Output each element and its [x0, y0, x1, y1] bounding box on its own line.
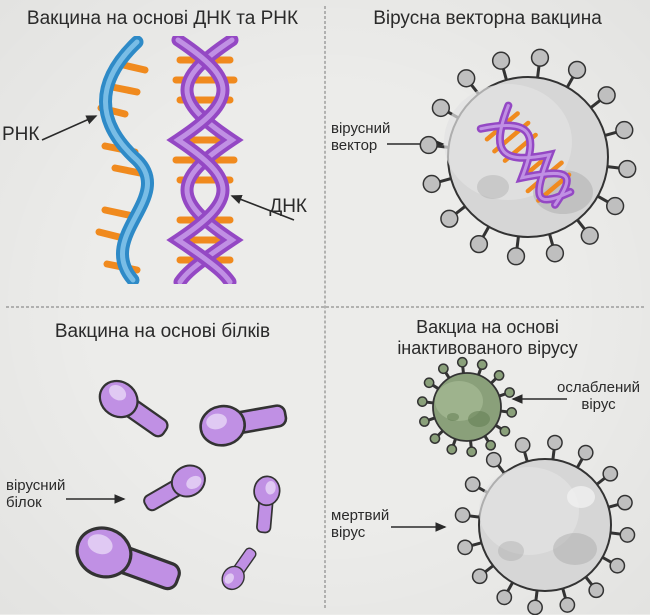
panel-protein: Вакцина на основі білків вірусний білок	[0, 307, 325, 614]
label-dead-virus: мертвий вірус	[331, 507, 389, 542]
panel-inactivated: Вакциа на основі інактивованого вірусу о…	[325, 307, 650, 614]
panel-title: Вакцина на основі ДНК та РНК	[10, 8, 315, 30]
label-viral-vector: вірусний вектор	[331, 120, 390, 155]
panel-title: Вірусна векторна вакцина	[335, 8, 640, 30]
panel-viral-vector: Вірусна векторна вакцина вірусний вектор	[325, 0, 650, 307]
panel-dna-rna: Вакцина на основі ДНК та РНК РНК ДНК	[0, 0, 325, 307]
vaccine-types-grid: Вакцина на основі ДНК та РНК РНК ДНК	[0, 0, 650, 614]
dna-helix	[150, 36, 260, 284]
dead-virus	[441, 425, 641, 615]
protein-shapes	[70, 367, 320, 607]
panel-title: Вакцина на основі білків	[10, 321, 315, 343]
virus-vector-illustration	[413, 42, 643, 272]
label-rnk: РНК	[2, 124, 39, 146]
label-viral-protein: вірусний білок	[6, 477, 65, 512]
